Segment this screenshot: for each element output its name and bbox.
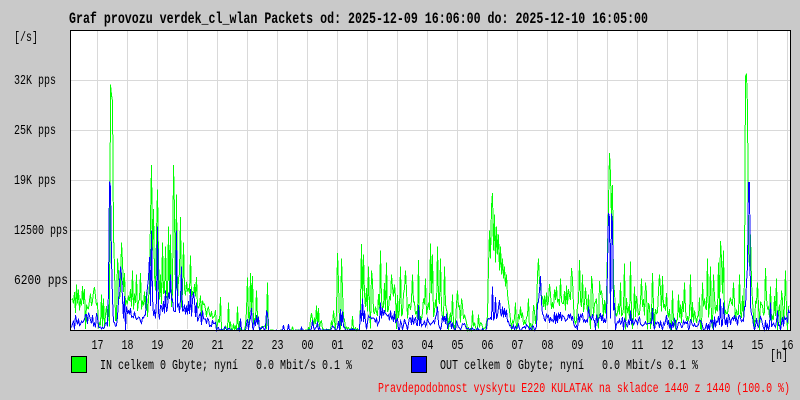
svg-text:15: 15 xyxy=(752,338,764,354)
svg-text:6200 pps: 6200 pps xyxy=(14,273,68,289)
svg-text:11: 11 xyxy=(632,338,644,354)
svg-text:07: 07 xyxy=(512,338,524,354)
svg-text:12500 pps: 12500 pps xyxy=(14,223,68,239)
svg-text:14: 14 xyxy=(722,338,734,354)
svg-text:20: 20 xyxy=(182,338,194,354)
svg-text:05: 05 xyxy=(452,338,464,354)
svg-text:00: 00 xyxy=(302,338,314,354)
svg-text:01: 01 xyxy=(332,338,344,354)
svg-text:17: 17 xyxy=(92,338,104,354)
svg-text:25K pps: 25K pps xyxy=(14,123,56,139)
svg-text:13: 13 xyxy=(692,338,704,354)
svg-text:32K pps: 32K pps xyxy=(14,73,56,89)
svg-text:08: 08 xyxy=(542,338,554,354)
svg-text:Pravdepodobnost vyskytu E220 K: Pravdepodobnost vyskytu E220 KULATAK na … xyxy=(378,381,790,397)
svg-text:IN celkem 0 Gbyte; nyní 0.0: IN celkem 0 Gbyte; nyní 0.0 Mbit/s 0.1 % xyxy=(100,358,353,374)
svg-text:19: 19 xyxy=(152,338,164,354)
svg-text:22: 22 xyxy=(242,338,254,354)
svg-text:04: 04 xyxy=(422,338,434,354)
svg-text:OUT celkem 0 Gbyte; nyní 0.0: OUT celkem 0 Gbyte; nyní 0.0 Mbit/s 0.1 … xyxy=(440,358,699,374)
svg-text:[/s]: [/s] xyxy=(14,30,38,46)
svg-text:06: 06 xyxy=(482,338,494,354)
svg-text:Graf provozu verdek_cl_wlan Pa: Graf provozu verdek_cl_wlan Packets od: … xyxy=(69,10,648,28)
svg-text:19K pps: 19K pps xyxy=(14,173,56,189)
svg-text:03: 03 xyxy=(392,338,404,354)
svg-text:16: 16 xyxy=(782,338,794,354)
svg-text:23: 23 xyxy=(272,338,284,354)
svg-text:[h]: [h] xyxy=(770,348,788,364)
svg-text:09: 09 xyxy=(572,338,584,354)
svg-text:21: 21 xyxy=(212,338,224,354)
svg-text:10: 10 xyxy=(602,338,614,354)
svg-text:18: 18 xyxy=(122,338,134,354)
svg-text:12: 12 xyxy=(662,338,674,354)
svg-text:02: 02 xyxy=(362,338,374,354)
